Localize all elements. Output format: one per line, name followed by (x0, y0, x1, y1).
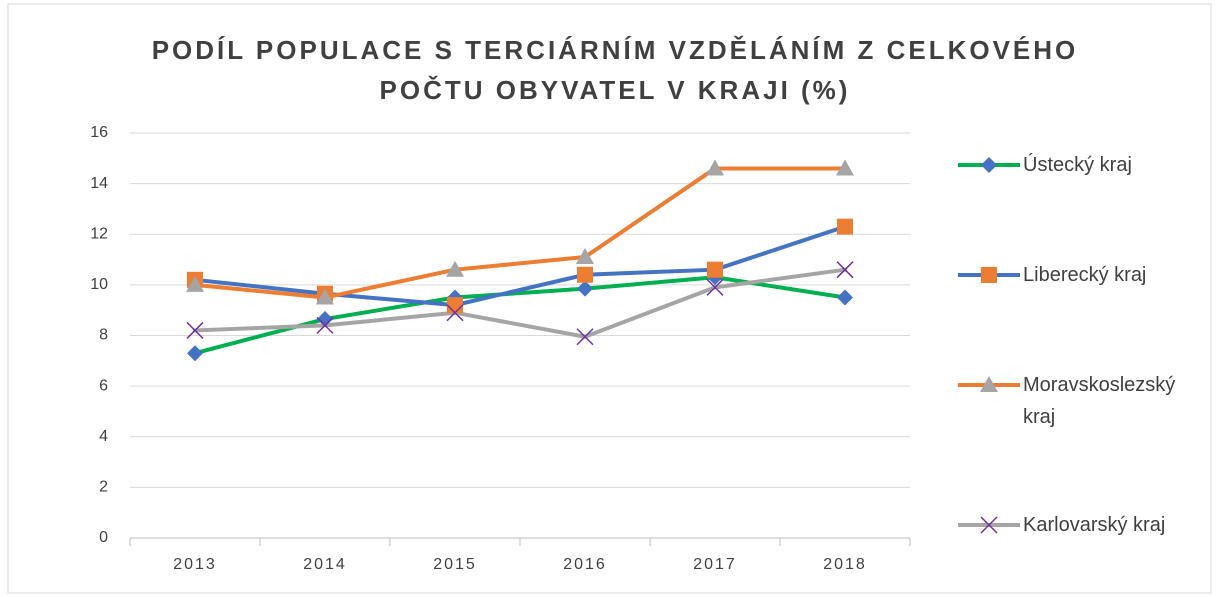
series-line (193, 267, 847, 339)
legend-swatch (958, 516, 1020, 534)
marker (980, 516, 998, 534)
legend-label: Moravskoslezský kraj (1023, 374, 1176, 428)
marker (836, 159, 854, 176)
series-line (193, 166, 847, 300)
marker (187, 345, 203, 362)
marker (980, 376, 998, 392)
marker (186, 275, 204, 292)
legend-item: Liberecký kraj (955, 259, 1205, 291)
marker (576, 248, 594, 265)
legend-swatch (958, 376, 1020, 392)
marker (981, 267, 997, 283)
y-tick-label: 16 (90, 124, 108, 141)
marker (706, 278, 724, 296)
legend-label: Liberecký kraj (1023, 264, 1147, 286)
y-tick-label: 4 (99, 428, 108, 445)
marker (837, 289, 853, 306)
x-tick-label: 2016 (563, 556, 607, 573)
y-tick-label: 14 (90, 175, 108, 192)
marker (316, 316, 334, 334)
legend-label: Karlovarský kraj (1023, 514, 1166, 536)
y-tick-label: 6 (99, 377, 108, 394)
marker (837, 218, 853, 235)
marker (707, 261, 723, 278)
y-tick-label: 8 (99, 327, 108, 344)
legend-label: Ústecký kraj (1023, 154, 1132, 176)
marker (981, 157, 997, 173)
x-tick-label: 2014 (303, 556, 347, 573)
y-tick-label: 0 (99, 529, 108, 546)
marker (576, 328, 594, 346)
marker (446, 260, 464, 277)
y-tick-label: 2 (99, 479, 108, 496)
x-tick-label: 2013 (173, 556, 217, 573)
x-tick-label: 2017 (693, 556, 737, 573)
y-tick-label: 10 (90, 276, 108, 293)
marker (706, 159, 724, 176)
legend-item: Ústecký kraj (955, 149, 1205, 181)
legend-swatch (958, 157, 1020, 173)
legend-item: Moravskoslezský kraj (955, 369, 1205, 433)
chart-title: PODÍL POPULACE S TERCIÁRNÍM VZDĚLÁNÍM Z … (151, 35, 1079, 105)
marker (316, 288, 334, 305)
marker (577, 266, 593, 283)
y-tick-label: 12 (90, 225, 108, 242)
marker (317, 311, 333, 328)
chart-border (7, 3, 1212, 594)
marker (446, 304, 464, 322)
marker (447, 297, 463, 314)
x-tick-label: 2015 (433, 556, 477, 573)
series-line (193, 224, 847, 308)
x-tick-label: 2018 (823, 556, 867, 573)
marker (186, 321, 204, 339)
legend-item: Karlovarský kraj (955, 509, 1205, 541)
legend-swatch (958, 267, 1020, 283)
marker (577, 280, 593, 297)
marker (836, 261, 854, 279)
